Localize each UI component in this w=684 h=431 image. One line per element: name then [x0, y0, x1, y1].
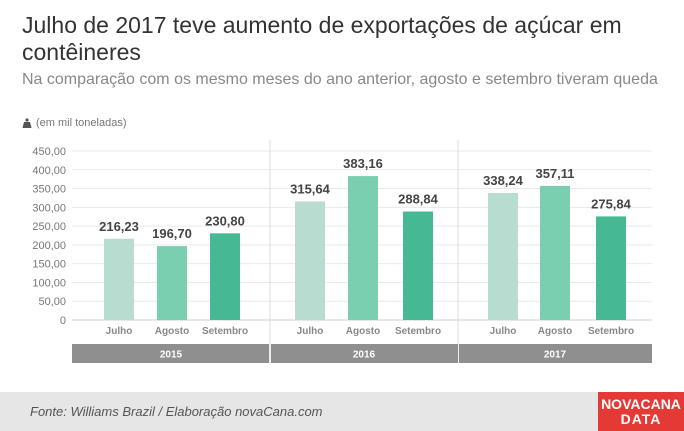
x-category-label: Julho [297, 326, 324, 337]
x-category-label: Setembro [202, 326, 248, 337]
weight-icon [22, 118, 32, 128]
bar-value-label: 338,24 [483, 173, 524, 188]
logo-line-2: DATA [620, 410, 662, 427]
unit-label: (em mil toneladas) [36, 117, 127, 129]
footer: Fonte: Williams Brazil / Elaboração nova… [0, 392, 684, 431]
year-label: 2017 [544, 350, 567, 361]
x-category-label: Agosto [538, 326, 572, 337]
novacana-data-logo: NOVACANA DATA [598, 392, 684, 431]
x-category-label: Setembro [395, 326, 441, 337]
y-tick-label: 300,00 [32, 202, 66, 214]
bar-value-label: 196,70 [152, 226, 192, 241]
y-tick-label: 400,00 [32, 165, 66, 177]
y-tick-label: 250,00 [32, 221, 66, 233]
bar [540, 185, 570, 320]
x-category-label: Julho [490, 326, 517, 337]
bar-value-label: 288,84 [398, 192, 439, 207]
y-tick-label: 0 [60, 315, 66, 327]
bar-value-label: 216,23 [99, 219, 139, 234]
x-category-label: Agosto [155, 326, 189, 337]
chart-subtitle: Na comparação com os mesmo meses do ano … [22, 71, 658, 88]
chart-title: Julho de 2017 teve aumento de exportaçõe… [22, 12, 622, 65]
bar-value-label: 357,11 [535, 166, 574, 181]
bar-chart: 450,00 400,00 350,00 300,00 250,00 200,00 150,… [32, 140, 652, 363]
year-label: 2015 [160, 350, 183, 361]
bar-value-label: 315,64 [290, 181, 331, 196]
unit-label-row: (em mil toneladas) [22, 117, 126, 129]
y-tick-label: 350,00 [32, 184, 66, 196]
y-tick-label: 450,00 [32, 146, 66, 158]
bar [210, 233, 240, 320]
bar [596, 216, 626, 320]
x-category-label: Julho [106, 326, 133, 337]
bar [488, 192, 518, 320]
logo-line-1: NOVACANA [601, 395, 681, 412]
x-category-label: Agosto [346, 326, 380, 337]
bar [157, 246, 187, 320]
y-tick-label: 50,00 [38, 296, 66, 308]
year-label: 2016 [353, 350, 376, 361]
bar-value-label: 230,80 [205, 213, 245, 228]
y-tick-label: 200,00 [32, 240, 66, 252]
bar [295, 201, 325, 320]
y-tick-label: 100,00 [32, 277, 66, 289]
bar-value-label: 383,16 [343, 156, 383, 171]
bar [104, 238, 134, 320]
bar [403, 211, 433, 320]
bar-value-label: 275,84 [591, 196, 632, 211]
source-note: Fonte: Williams Brazil / Elaboração nova… [30, 404, 323, 419]
y-tick-label: 150,00 [32, 259, 66, 271]
year-band [72, 344, 269, 363]
year-band [459, 344, 652, 363]
year-band [271, 344, 458, 363]
x-category-label: Setembro [588, 326, 634, 337]
bar [348, 176, 378, 320]
